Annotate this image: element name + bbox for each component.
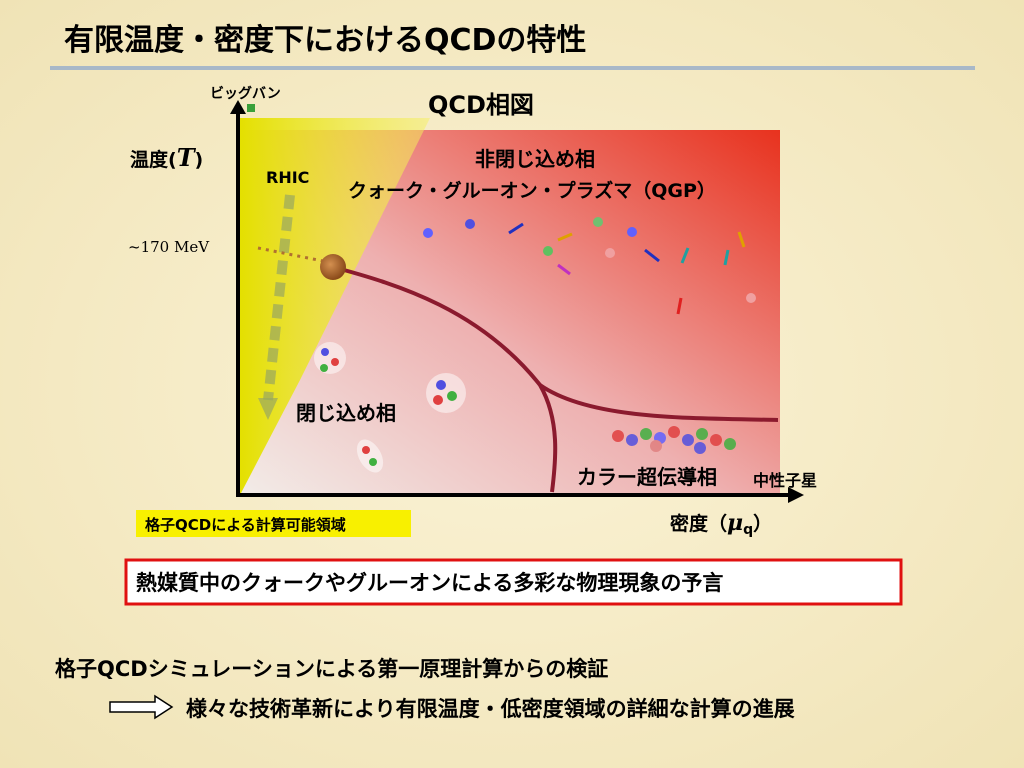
lattice-box (136, 510, 411, 537)
bullet-sub: 様々な技術革新により有限温度・低密度領域の詳細な計算の進展 (186, 697, 795, 721)
phase-boundary (332, 265, 558, 493)
x-axis-prefix: 密度（ (670, 512, 727, 535)
deconfined-label: 非閉じ込め相 (475, 147, 595, 171)
x-axis-suffix: ） (753, 512, 772, 535)
x-axis-arrow (788, 487, 804, 503)
slide-title: 有限温度・密度下におけるQCDの特性 (64, 23, 586, 58)
implication-arrow (109, 694, 174, 720)
bullet-main: 格子QCDシミュレーションによる第一原理計算からの検証 (55, 657, 608, 681)
neutron-star-label: 中性子星 (753, 471, 817, 490)
y-axis-symbol: T (177, 143, 197, 172)
cs-boundary (538, 383, 779, 422)
y-axis-label: 温度(T) (130, 143, 203, 172)
temperature-mark: ~170 MeV (128, 238, 210, 256)
critical-point (320, 254, 346, 280)
highlight-box (124, 558, 903, 606)
highlight-text: 熱媒質中のクォークやグルーオンによる多彩な物理現象の予言 (136, 571, 723, 595)
qgp-label: クォーク・グルーオン・プラズマ（QGP） (348, 179, 716, 202)
rhic-arrow (258, 398, 278, 420)
particles (314, 217, 756, 473)
confined-label: 閉じ込め相 (296, 401, 396, 425)
y-axis-suffix: ) (195, 149, 204, 171)
rhic-label: RHIC (266, 168, 309, 187)
cs-label: カラー超伝導相 (577, 465, 717, 489)
x-axis-subscript: q (743, 522, 753, 538)
y-axis-arrow (230, 100, 246, 114)
x-axis-label: 密度（μq） (670, 510, 772, 538)
rhic-trajectory (263, 194, 295, 401)
y-axis-prefix: 温度( (130, 148, 177, 171)
diagram-title: QCD相図 (428, 91, 534, 119)
lattice-label: 格子QCDによる計算可能領域 (145, 516, 346, 534)
x-axis-symbol: μ (727, 510, 743, 536)
lattice-region (240, 118, 430, 495)
big-bang-label: ビッグバン (210, 85, 281, 102)
big-bang-marker (247, 104, 255, 112)
